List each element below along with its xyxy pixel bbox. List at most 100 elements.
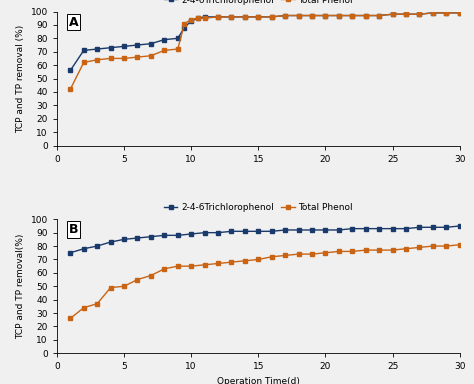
Total Phenol — [430, 244, 436, 248]
2-4-6Trichlorophenol — [175, 36, 181, 41]
2-4-6Trichlorophenol — [94, 47, 100, 51]
Total Phenol — [121, 56, 127, 61]
Total Phenol — [403, 247, 409, 251]
2-4-6Trichlorophenol — [390, 12, 395, 17]
2-4-6Trichlorophenol — [162, 233, 167, 238]
Total Phenol — [444, 10, 449, 15]
2-4-6Trichlorophenol — [182, 25, 187, 30]
Total Phenol — [182, 21, 187, 26]
Total Phenol — [269, 255, 274, 259]
Y-axis label: TCP and TP removal(%): TCP and TP removal(%) — [16, 233, 25, 339]
Total Phenol — [363, 248, 369, 252]
Total Phenol — [148, 273, 154, 278]
2-4-6Trichlorophenol — [108, 45, 113, 50]
Total Phenol — [242, 15, 248, 19]
Total Phenol — [417, 245, 422, 250]
Total Phenol — [403, 12, 409, 17]
Legend: 2-4-6Trichlorophenol, Total Phenol: 2-4-6Trichlorophenol, Total Phenol — [160, 0, 356, 8]
Total Phenol — [283, 253, 288, 258]
Total Phenol — [67, 87, 73, 91]
Text: A: A — [69, 15, 79, 28]
Total Phenol — [336, 249, 342, 254]
Total Phenol — [188, 264, 194, 268]
Total Phenol — [94, 58, 100, 62]
Total Phenol — [296, 13, 301, 18]
2-4-6Trichlorophenol — [269, 229, 274, 233]
2-4-6Trichlorophenol — [162, 37, 167, 42]
Line: Total Phenol: Total Phenol — [68, 11, 462, 91]
Total Phenol — [188, 17, 194, 22]
Total Phenol — [162, 48, 167, 53]
Total Phenol — [255, 15, 261, 19]
2-4-6Trichlorophenol — [135, 43, 140, 47]
2-4-6Trichlorophenol — [444, 10, 449, 15]
2-4-6Trichlorophenol — [283, 228, 288, 232]
2-4-6Trichlorophenol — [108, 240, 113, 244]
2-4-6Trichlorophenol — [255, 229, 261, 233]
Total Phenol — [228, 15, 234, 19]
2-4-6Trichlorophenol — [242, 229, 248, 233]
2-4-6Trichlorophenol — [215, 15, 221, 19]
Total Phenol — [215, 15, 221, 19]
Total Phenol — [296, 252, 301, 257]
2-4-6Trichlorophenol — [121, 44, 127, 49]
2-4-6Trichlorophenol — [336, 13, 342, 18]
Total Phenol — [228, 260, 234, 265]
Total Phenol — [390, 248, 395, 252]
2-4-6Trichlorophenol — [309, 228, 315, 232]
2-4-6Trichlorophenol — [215, 230, 221, 235]
Total Phenol — [67, 316, 73, 321]
Total Phenol — [121, 284, 127, 288]
2-4-6Trichlorophenol — [457, 10, 463, 15]
Y-axis label: TCP and TP removal (%): TCP and TP removal (%) — [16, 25, 25, 132]
Total Phenol — [202, 263, 208, 267]
Total Phenol — [376, 13, 382, 18]
Total Phenol — [215, 261, 221, 266]
2-4-6Trichlorophenol — [363, 226, 369, 231]
Total Phenol — [81, 305, 87, 310]
Total Phenol — [390, 12, 395, 17]
Legend: 2-4-6Trichlorophenol, Total Phenol: 2-4-6Trichlorophenol, Total Phenol — [160, 200, 356, 216]
Total Phenol — [175, 47, 181, 51]
2-4-6Trichlorophenol — [148, 234, 154, 239]
Total Phenol — [309, 252, 315, 257]
Total Phenol — [255, 257, 261, 262]
2-4-6Trichlorophenol — [390, 226, 395, 231]
2-4-6Trichlorophenol — [309, 13, 315, 18]
Total Phenol — [430, 10, 436, 15]
2-4-6Trichlorophenol — [283, 13, 288, 18]
2-4-6Trichlorophenol — [188, 18, 194, 23]
2-4-6Trichlorophenol — [403, 226, 409, 231]
2-4-6Trichlorophenol — [242, 15, 248, 19]
Total Phenol — [444, 244, 449, 248]
2-4-6Trichlorophenol — [81, 48, 87, 53]
2-4-6Trichlorophenol — [403, 12, 409, 17]
2-4-6Trichlorophenol — [148, 41, 154, 46]
2-4-6Trichlorophenol — [188, 232, 194, 236]
Total Phenol — [457, 10, 463, 15]
Total Phenol — [175, 264, 181, 268]
Total Phenol — [323, 13, 328, 18]
Total Phenol — [148, 53, 154, 58]
Total Phenol — [349, 249, 355, 254]
Line: 2-4-6Trichlorophenol: 2-4-6Trichlorophenol — [68, 11, 462, 73]
Total Phenol — [202, 16, 208, 20]
Total Phenol — [81, 60, 87, 65]
Total Phenol — [94, 301, 100, 306]
Line: Total Phenol: Total Phenol — [68, 243, 462, 320]
2-4-6Trichlorophenol — [444, 225, 449, 230]
Total Phenol — [108, 285, 113, 290]
2-4-6Trichlorophenol — [430, 10, 436, 15]
2-4-6Trichlorophenol — [417, 225, 422, 230]
Line: 2-4-6Trichlorophenol: 2-4-6Trichlorophenol — [68, 224, 462, 255]
2-4-6Trichlorophenol — [296, 228, 301, 232]
Total Phenol — [135, 277, 140, 282]
2-4-6Trichlorophenol — [202, 15, 208, 19]
2-4-6Trichlorophenol — [336, 228, 342, 232]
Total Phenol — [242, 258, 248, 263]
2-4-6Trichlorophenol — [323, 228, 328, 232]
2-4-6Trichlorophenol — [67, 250, 73, 255]
Total Phenol — [162, 266, 167, 271]
2-4-6Trichlorophenol — [363, 13, 369, 18]
2-4-6Trichlorophenol — [228, 229, 234, 233]
